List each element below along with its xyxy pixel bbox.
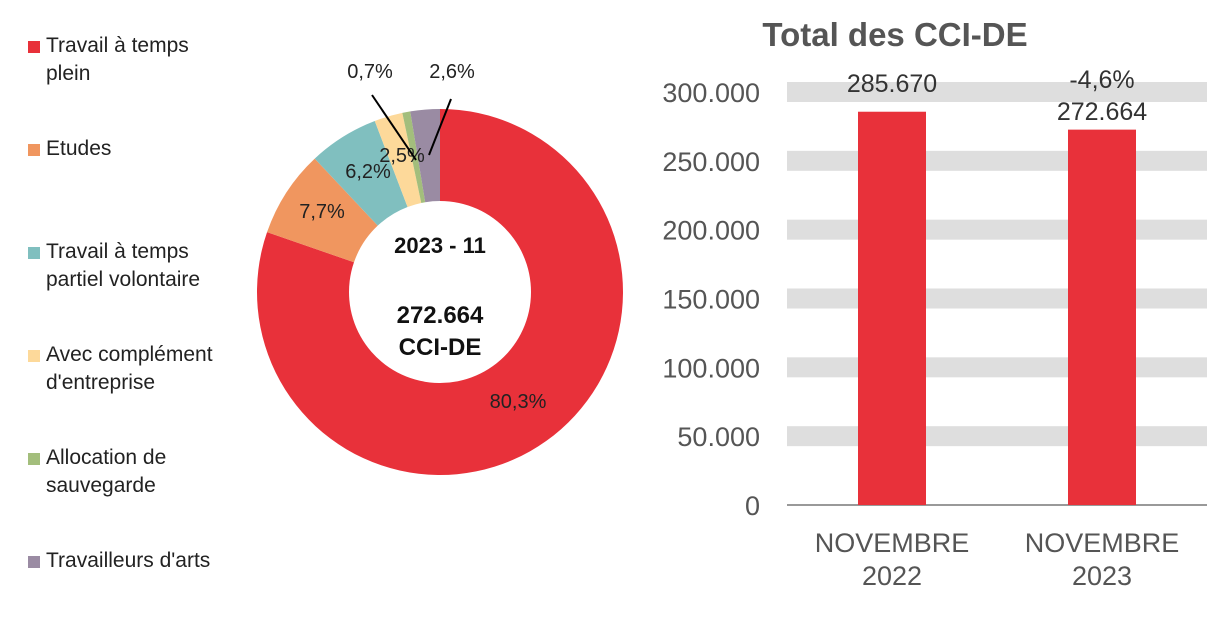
donut-data-label: 2,5%	[379, 145, 425, 167]
legend-label: Travailleurs d'arts	[46, 549, 211, 572]
leader-line	[371, 94, 417, 161]
change-label: -4,6%	[1069, 66, 1134, 94]
legend-swatch	[28, 556, 40, 568]
legend-swatch	[28, 453, 40, 465]
donut-slice	[256, 109, 623, 475]
donut-slice	[314, 121, 408, 226]
legend-item: Avec complément d'entreprise	[28, 341, 266, 397]
leader-line	[428, 98, 452, 156]
gridline	[787, 288, 1207, 309]
donut-data-label: 6,2%	[345, 161, 391, 183]
donut-data-label: 80,3%	[490, 391, 547, 413]
legend-item: Travail à temps partiel volontaire	[28, 238, 266, 294]
legend-swatch	[28, 247, 40, 259]
x-tick-label: NOVEMBRE	[1025, 528, 1180, 558]
legend-label: Etudes	[46, 137, 112, 160]
legend-swatch	[28, 350, 40, 362]
legend-label: Travail à temps plein	[46, 34, 189, 85]
bar	[1068, 129, 1136, 505]
gridline	[787, 82, 1207, 102]
donut-center-value: 272.664	[397, 302, 484, 329]
y-tick-label: 100.000	[662, 353, 760, 383]
legend-item: Travail à temps plein	[28, 32, 266, 88]
bar	[858, 111, 926, 505]
donut-slice	[410, 109, 440, 203]
y-tick-label: 150.000	[662, 285, 760, 315]
bar-chart-title: Total des CCI-DE	[762, 16, 1028, 53]
x-tick-label: 2023	[1072, 561, 1132, 591]
y-tick-label: 50.000	[677, 422, 760, 452]
legend-swatch	[28, 144, 40, 156]
donut-center-title: 2023 - 11	[394, 233, 486, 258]
y-tick-label: 250.000	[662, 147, 760, 177]
legend-label: Travail à temps partiel volontaire	[46, 240, 201, 291]
bar-data-label: 285.670	[847, 70, 937, 98]
donut-data-label: 7,7%	[299, 201, 345, 223]
y-tick-label: 0	[745, 491, 760, 521]
donut-center-unit: CCI-DE	[399, 334, 482, 361]
legend-label: Avec complément d'entreprise	[46, 343, 213, 394]
gridline	[787, 150, 1207, 171]
donut-slice	[267, 158, 378, 263]
x-tick-label: 2022	[862, 561, 922, 591]
legend-swatch	[28, 41, 40, 53]
legend-item: Etudes	[28, 135, 266, 163]
donut-data-label: 2,6%	[429, 61, 475, 83]
gridline	[787, 426, 1207, 447]
y-tick-label: 300.000	[662, 78, 760, 108]
legend-label: Allocation de sauvegarde	[46, 446, 167, 497]
bar-data-label: 272.664	[1057, 98, 1147, 126]
gridline	[787, 219, 1207, 240]
x-tick-label: NOVEMBRE	[815, 528, 970, 558]
donut-data-label: 0,7%	[347, 61, 393, 83]
legend-item: Travailleurs d'arts	[28, 547, 266, 575]
gridline	[787, 357, 1207, 378]
y-tick-label: 200.000	[662, 216, 760, 246]
legend-item: Allocation de sauvegarde	[28, 444, 266, 500]
donut-slice	[374, 112, 422, 207]
